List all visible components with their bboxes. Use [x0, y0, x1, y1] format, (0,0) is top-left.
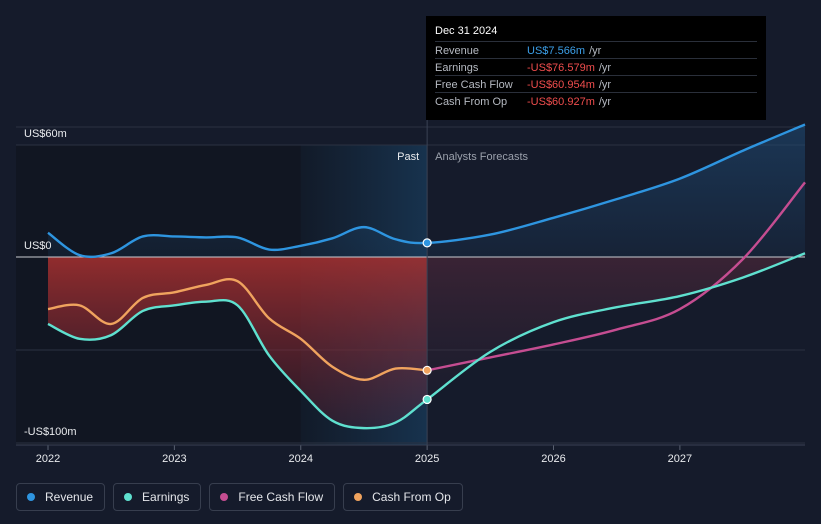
tooltip-value: -US$60.927m/yr [527, 96, 611, 108]
x-tick-label: 2022 [36, 453, 60, 465]
tooltip-date: Dec 31 2024 [435, 25, 498, 37]
tooltip-unit: /yr [598, 79, 612, 91]
tooltip-row-cash-from-op: Cash From Op -US$60.927m/yr [435, 92, 757, 110]
legend-dot [124, 493, 133, 501]
y-axis-label: US$0 [24, 240, 52, 252]
earnings-area-past [48, 257, 428, 429]
revenue-line [47, 123, 806, 259]
y-axis-label: -US$100m [24, 426, 77, 438]
cash-from-op-marker [422, 365, 432, 375]
legend-label: Earnings [142, 490, 190, 504]
free-cash-flow-line [426, 181, 806, 372]
legend-label: Free Cash Flow [238, 490, 324, 504]
x-tick-label: 2024 [289, 453, 313, 465]
earnings-area-forecast [427, 253, 805, 400]
tooltip: Dec 31 2024 Revenue US$7.566m/yr Earning… [426, 16, 766, 120]
tooltip-unit: /yr [589, 45, 602, 57]
legend-dot [27, 493, 35, 501]
tooltip-value-text: -US$60.954m [527, 79, 595, 91]
tooltip-row-earnings: Earnings -US$76.579m/yr [435, 58, 757, 76]
tooltip-unit: /yr [598, 96, 612, 108]
past-label: Past [397, 151, 419, 163]
tooltip-row-revenue: Revenue US$7.566m/yr [435, 41, 757, 59]
tooltip-value: -US$60.954m/yr [527, 79, 611, 91]
tooltip-unit: /yr [598, 62, 612, 74]
cash-from-op-line [47, 277, 428, 381]
x-tick-label: 2026 [541, 453, 565, 465]
revenue-marker [422, 238, 432, 248]
tooltip-value: -US$76.579m/yr [527, 62, 611, 74]
legend-item-revenue[interactable]: Revenue [16, 483, 106, 511]
legend-dot [354, 493, 363, 501]
tooltip-label: Cash From Op [435, 96, 508, 108]
x-tick-label: 2025 [415, 453, 439, 465]
tooltip-value-text: -US$60.927m [527, 96, 595, 108]
legend-item-cash-from-op[interactable]: Cash From Op [343, 483, 463, 511]
legend-item-free-cash-flow[interactable]: Free Cash Flow [209, 483, 336, 511]
tooltip-label: Free Cash Flow [435, 79, 513, 91]
earnings-line [47, 252, 806, 430]
x-tick-label: 2027 [668, 453, 692, 465]
legend-dot [220, 493, 229, 501]
tooltip-value-text: US$7.566m [527, 45, 586, 57]
forecast-label: Analysts Forecasts [435, 151, 528, 163]
y-axis-label: US$60m [24, 128, 67, 140]
revenue-area [48, 124, 805, 257]
tooltip-row-free-cash-flow: Free Cash Flow -US$60.954m/yr [435, 75, 757, 93]
legend-label: Cash From Op [372, 490, 451, 504]
legend-item-earnings[interactable]: Earnings [113, 483, 202, 511]
legend: Revenue Earnings Free Cash Flow Cash Fro… [16, 483, 463, 511]
tooltip-value-text: -US$76.579m [527, 62, 595, 74]
earnings-marker [422, 394, 432, 405]
legend-label: Revenue [45, 490, 94, 504]
tooltip-label: Revenue [435, 45, 480, 57]
tooltip-label: Earnings [435, 62, 479, 74]
tooltip-value: US$7.566m/yr [527, 45, 601, 57]
x-tick-label: 2023 [162, 453, 186, 465]
